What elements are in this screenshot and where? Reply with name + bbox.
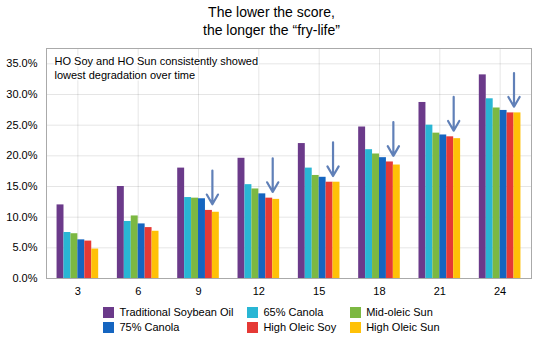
html-text:Mid-oleic Sun: Mid-oleic Sun (366, 306, 433, 318)
html-text:65% Canola: 65% Canola (263, 306, 324, 318)
html-text:75% Canola: 75% Canola (119, 321, 180, 333)
svg-text:15: 15 (313, 285, 325, 297)
svg-text:30.0%: 30.0% (6, 88, 37, 100)
svg-text:3: 3 (75, 285, 81, 297)
html-text:Traditional Soybean Oil: Traditional Soybean Oil (119, 306, 234, 318)
svg-text:25.0%: 25.0% (6, 119, 37, 131)
svg-text:9: 9 (195, 285, 201, 297)
svg-text:35.0%: 35.0% (6, 57, 37, 69)
svg-text:18: 18 (373, 285, 385, 297)
svg-text:15.0%: 15.0% (6, 180, 37, 192)
svg-text:6: 6 (135, 285, 141, 297)
svg-text:24: 24 (494, 285, 506, 297)
html-text:High Oleic Soy: High Oleic Soy (263, 321, 337, 333)
svg-text:0.0%: 0.0% (12, 272, 37, 284)
svg-text:12: 12 (253, 285, 265, 297)
html-text:The lower the score, the longe: The lower the score, the longer the “fry… (203, 4, 340, 38)
svg-text:HO Soy and HO Sun consistently: HO Soy and HO Sun consistently showedlow… (55, 55, 259, 81)
html-text:High Oleic Sun: High Oleic Sun (366, 321, 440, 333)
svg-text:21: 21 (434, 285, 446, 297)
svg-text:10.0%: 10.0% (6, 211, 37, 223)
svg-text:5.0%: 5.0% (12, 241, 37, 253)
svg-text:20.0%: 20.0% (6, 149, 37, 161)
